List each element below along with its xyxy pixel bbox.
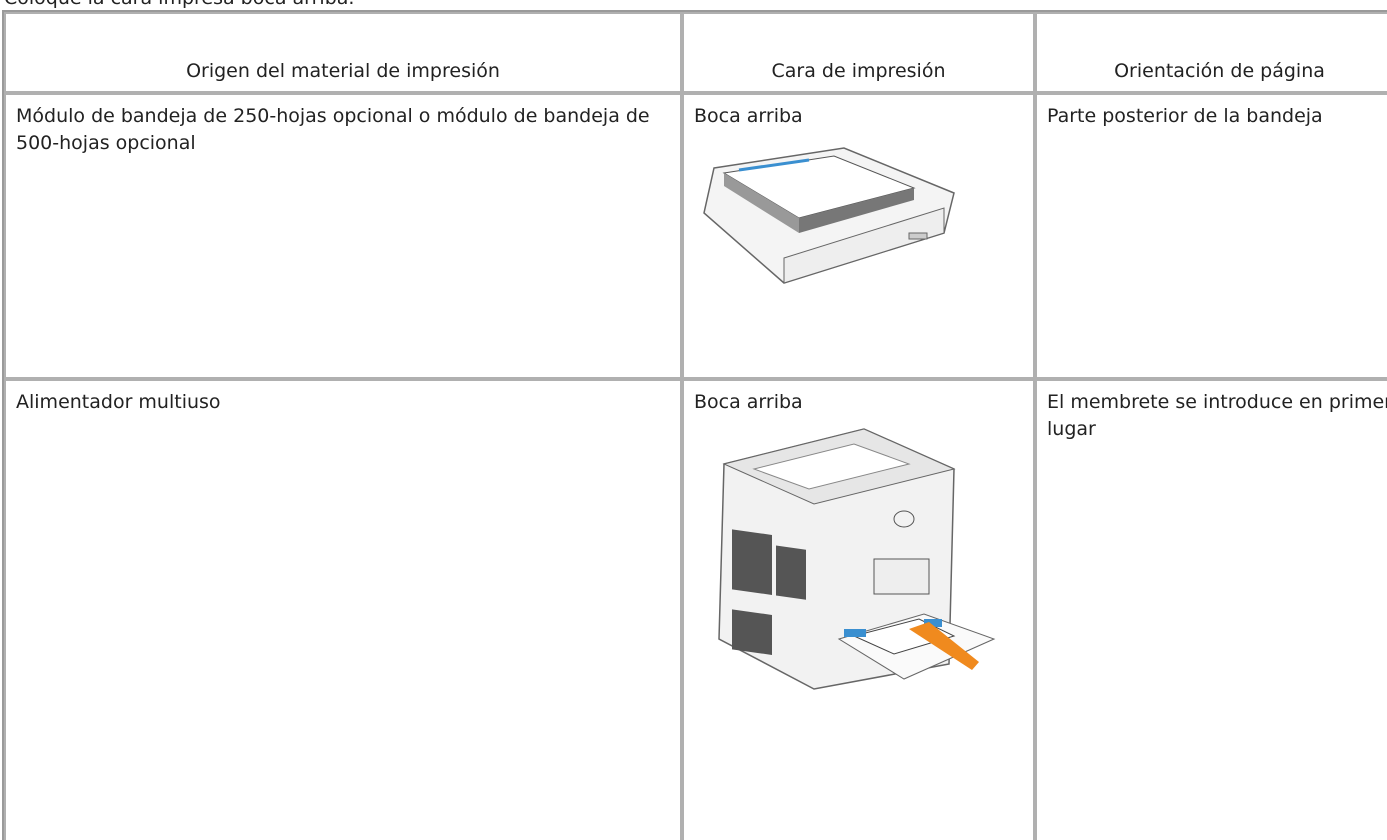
table-row: Módulo de bandeja de 250-hojas opcional … [4,93,1387,379]
cell: Módulo de bandeja de 250-hojas opcional … [4,93,682,379]
printer-illustration [718,428,996,690]
header-cell: Orientación de página [1035,12,1387,93]
cell: Alimentador multiuso [4,379,682,840]
header-cell: Origen del material de impresión [4,12,682,93]
cell: Parte posterior de la bandeja [1035,93,1387,379]
media-table: Origen del material de impresión Cara de… [2,10,1387,840]
cell-text: Boca arriba [694,391,803,413]
cell: El membrete se introduce en primer lugar [1035,379,1387,840]
cell-text: Boca arriba [694,105,803,127]
tray-illustration [703,147,955,284]
table-row: Alimentador multiuso Boca arriba [4,379,1387,840]
header-row: Origen del material de impresión Cara de… [4,12,1387,93]
cell: Boca arriba [682,93,1035,379]
cell: Boca arriba [682,379,1035,840]
header-cell: Cara de impresión [682,12,1035,93]
intro-text: Coloque la cara impresa boca arriba. [4,0,354,9]
